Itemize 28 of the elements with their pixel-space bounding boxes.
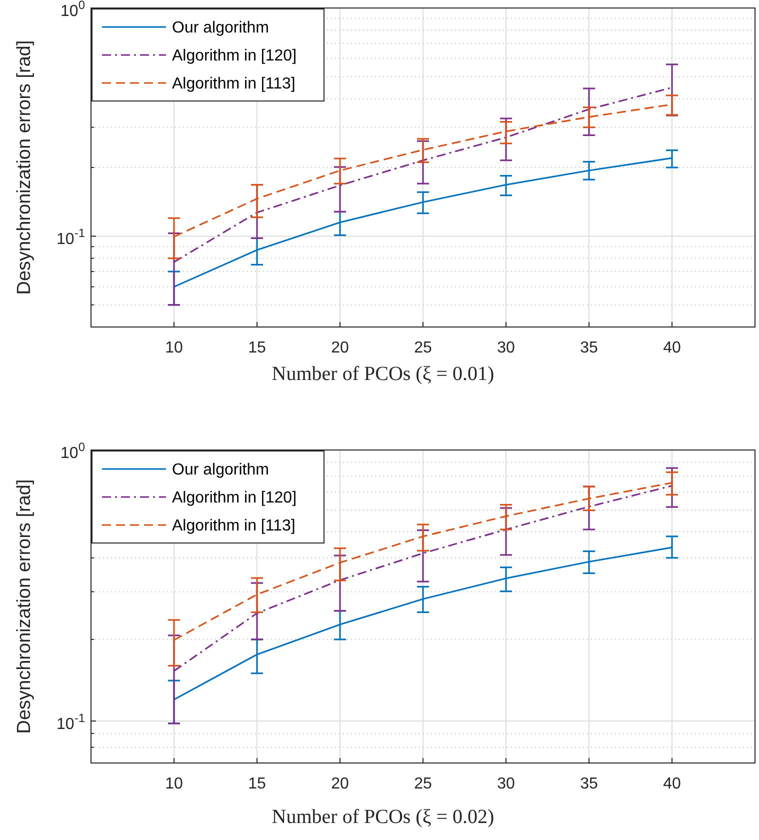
x-tick-label: 15 <box>248 339 266 356</box>
legend-label: Our algorithm <box>172 462 269 479</box>
x-tick-label: 35 <box>580 775 598 792</box>
legend-label: Algorithm in [113] <box>172 518 296 535</box>
x-tick-label: 35 <box>580 339 598 356</box>
x-tick-label: 30 <box>497 775 515 792</box>
x-axis-title: Number of PCOs (ξ = 0.02) <box>272 806 494 828</box>
x-tick-label: 40 <box>663 339 681 356</box>
legend-label: Algorithm in [113] <box>172 76 296 93</box>
y-axis-title: Desynchronization errors [rad] <box>14 479 35 734</box>
x-tick-label: 25 <box>414 339 432 356</box>
x-tick-label: 10 <box>165 339 183 356</box>
y-axis-title: Desynchronization errors [rad] <box>14 40 35 295</box>
x-tick-label: 15 <box>248 775 266 792</box>
x-tick-label: 30 <box>497 339 515 356</box>
y-tick-label: 10$^{0}$ <box>60 0 86 20</box>
legend-label: Our algorithm <box>172 20 269 37</box>
y-tick-label: 10$^{0}$ <box>60 440 86 462</box>
legend-label: Algorithm in [120] <box>172 490 297 507</box>
y-tick-label: 10$^{-1}$ <box>56 226 86 248</box>
x-tick-label: 20 <box>331 775 349 792</box>
x-tick-label: 10 <box>165 775 183 792</box>
x-tick-label: 20 <box>331 339 349 356</box>
x-tick-label: 40 <box>663 775 681 792</box>
x-axis-title: Number of PCOs (ξ = 0.01) <box>272 363 494 385</box>
legend-label: Algorithm in [120] <box>172 48 297 65</box>
x-tick-label: 25 <box>414 775 432 792</box>
y-tick-label: 10$^{-1}$ <box>56 711 86 734</box>
